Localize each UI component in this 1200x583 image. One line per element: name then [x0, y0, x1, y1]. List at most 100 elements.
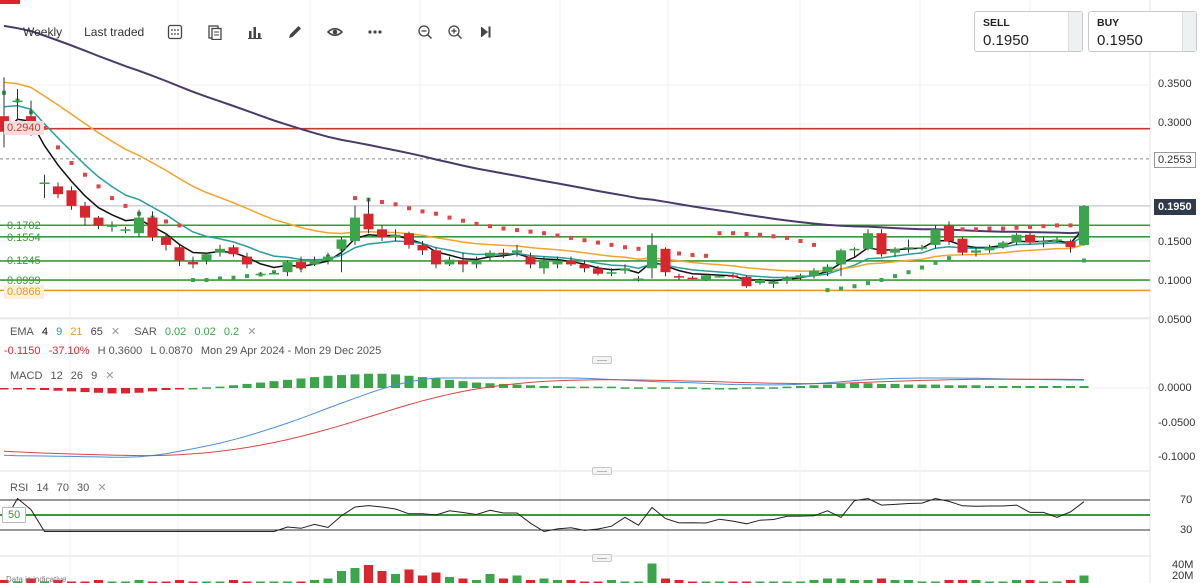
macd-signal-line — [3, 378, 1085, 457]
sar-dot — [704, 253, 708, 258]
macd-remove-icon[interactable]: ✕ — [105, 370, 115, 382]
macd-histogram-bar — [94, 388, 103, 393]
candle-body — [188, 262, 198, 265]
volume-bar — [1012, 580, 1021, 583]
sar-dot — [177, 223, 182, 228]
volume-bar — [620, 581, 630, 583]
macd-histogram-bar — [418, 377, 427, 388]
sar-dot — [974, 227, 978, 232]
rsi-line — [3, 497, 1085, 533]
volume-bar — [850, 580, 859, 583]
sar-dot — [474, 221, 479, 226]
candle-body — [701, 275, 711, 280]
pane-resize-handle-3[interactable] — [592, 554, 612, 562]
sar-dot — [987, 226, 992, 231]
macd-histogram-bar — [391, 374, 400, 388]
ema-param-1: 4 — [41, 326, 49, 338]
bar-chart-icon[interactable] — [247, 24, 263, 40]
sar-param-1: 0.02 — [164, 326, 187, 338]
candle-body — [282, 262, 293, 273]
volume-bar — [499, 578, 508, 583]
sar-label[interactable]: SAR — [134, 326, 157, 338]
volume-bar — [215, 581, 225, 583]
grid-icon[interactable] — [167, 24, 183, 40]
volume-bar — [458, 578, 468, 583]
sell-label: SELL — [983, 17, 1010, 29]
macd-histogram-bar — [971, 385, 981, 388]
candle-body — [1038, 241, 1049, 243]
sar-dot — [569, 235, 573, 240]
zoom-in-icon[interactable] — [447, 24, 463, 40]
candle-body — [215, 248, 225, 253]
pane-resize-handle-1[interactable] — [592, 356, 612, 364]
candle-body — [1025, 234, 1035, 243]
volume-bar — [647, 563, 657, 583]
macd-axis-label: 0.0000 — [1158, 382, 1192, 394]
ema-label[interactable]: EMA — [10, 326, 34, 338]
sar-dot — [245, 274, 249, 279]
ema-sar-legend: EMA 4 9 21 65 ✕ SAR 0.02 0.02 0.2 ✕ — [10, 325, 261, 338]
volume-bar — [526, 580, 535, 583]
skip-forward-icon[interactable] — [477, 24, 493, 40]
macd-histogram-bar — [701, 388, 711, 390]
candle-body — [836, 250, 846, 265]
rsi-param-1: 14 — [36, 482, 49, 494]
volume-bar — [431, 572, 441, 583]
candle-body — [647, 244, 657, 269]
sar-dot — [866, 281, 870, 286]
macd-histogram-bar — [0, 388, 9, 390]
sar-dot — [623, 245, 627, 250]
candle-body — [633, 278, 644, 280]
price-type-selector[interactable]: Last traded — [84, 25, 145, 39]
volume-bar — [364, 565, 373, 583]
compare-icon[interactable] — [207, 24, 223, 40]
volume-bar — [161, 581, 171, 583]
macd-label[interactable]: MACD — [10, 370, 43, 382]
pencil-icon[interactable] — [287, 24, 303, 40]
volume-bar — [809, 580, 819, 583]
macd-histogram-bar — [350, 374, 360, 388]
sar-dot — [1068, 223, 1073, 228]
sar-remove-icon[interactable]: ✕ — [247, 326, 257, 338]
volume-bar — [985, 581, 994, 583]
date-range: Mon 29 Apr 2024 - Mon 29 Dec 2025 — [200, 345, 382, 357]
more-icon[interactable] — [367, 24, 383, 40]
sell-price-button[interactable]: SELL 0.1950 — [974, 11, 1083, 52]
pane-resize-handle-2[interactable] — [592, 467, 612, 475]
buy-price-button[interactable]: BUY 0.1950 — [1088, 11, 1197, 52]
macd-histogram-bar — [809, 385, 819, 388]
macd-histogram-bar — [553, 385, 562, 388]
volume-bar — [823, 578, 832, 583]
volume-bar — [121, 581, 130, 583]
macd-histogram-bar — [566, 386, 576, 389]
macd-histogram-bar — [863, 383, 873, 388]
sar-dot — [960, 227, 965, 232]
level-tag-0-1554: 0.1554 — [7, 232, 41, 244]
candle-body — [242, 256, 252, 265]
macd-param-1: 12 — [50, 370, 63, 382]
volume-bar — [404, 569, 414, 583]
sar-dot — [528, 229, 533, 234]
rsi-label[interactable]: RSI — [10, 482, 29, 494]
macd-histogram-bar — [229, 385, 238, 388]
sar-dot — [731, 231, 735, 236]
sar-dot — [542, 231, 546, 236]
sar-dot — [380, 200, 384, 204]
volume-bar — [0, 580, 9, 583]
macd-histogram-bar — [323, 375, 333, 388]
candle-body — [485, 252, 495, 257]
zoom-out-icon[interactable] — [417, 24, 433, 40]
candle-body — [309, 260, 320, 265]
ema-param-3: 21 — [70, 326, 83, 338]
candle-body — [431, 250, 441, 265]
macd-histogram-bar — [445, 379, 454, 388]
volume-axis-label: 40M — [1172, 559, 1194, 571]
candle-body — [390, 234, 401, 238]
rsi-param-3: 30 — [77, 482, 90, 494]
volume-bar — [701, 581, 711, 583]
ema-remove-icon[interactable]: ✕ — [110, 326, 121, 338]
interval-selector[interactable]: Weekly — [23, 25, 63, 39]
eye-icon[interactable] — [327, 24, 344, 40]
rsi-remove-icon[interactable]: ✕ — [97, 482, 107, 494]
